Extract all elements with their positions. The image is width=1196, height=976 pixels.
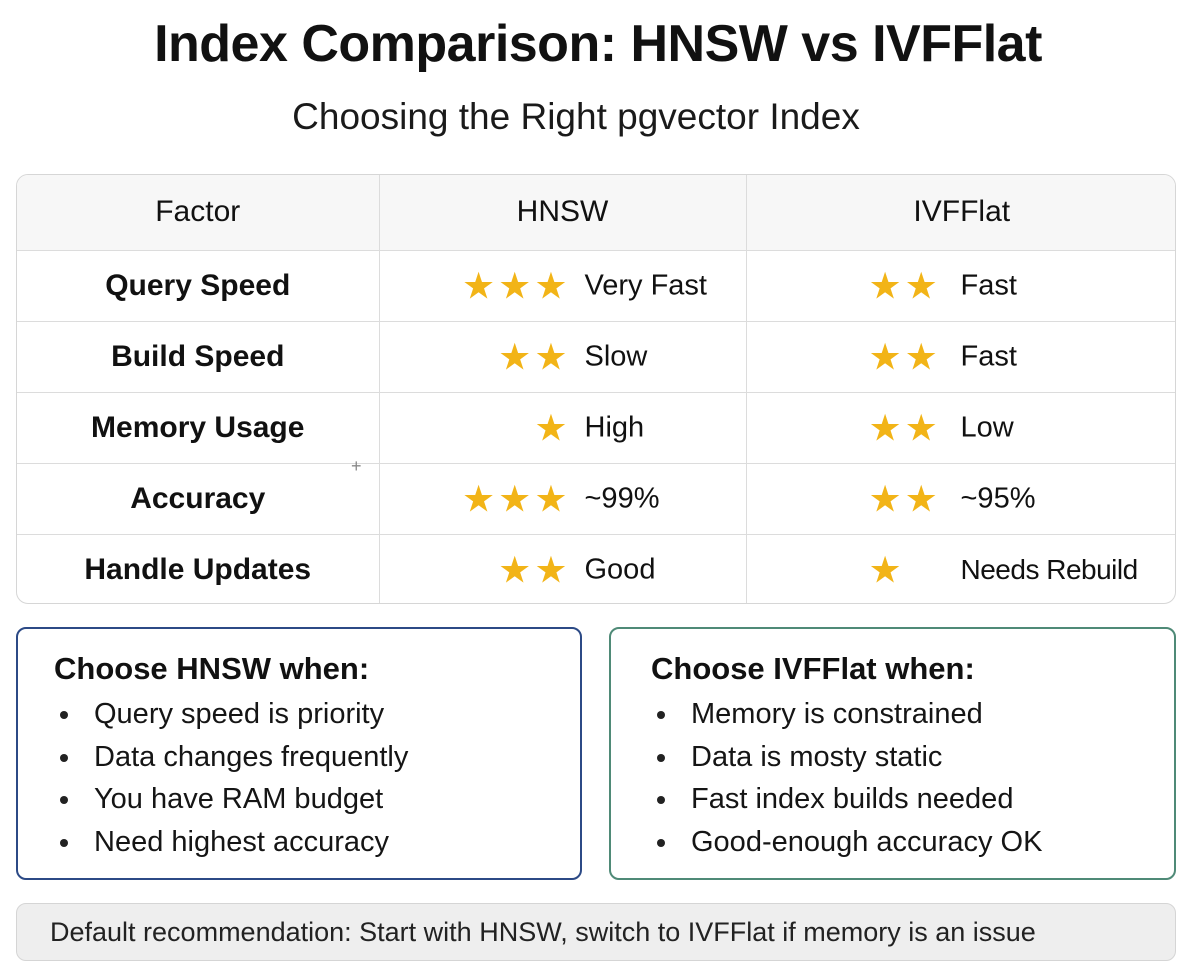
hnsw-card: Choose HNSW when: Query speed is priorit… bbox=[16, 627, 582, 880]
star-icon: ★ bbox=[534, 336, 568, 377]
table-row: Build Speed ★ ★ Slow ★ ★ Fast bbox=[17, 321, 1175, 393]
table-row: Handle Updates ★ ★ Good ★ Needs Rebuild bbox=[17, 534, 1175, 603]
factor-cell: Build Speed bbox=[17, 321, 380, 393]
star-icon: ★ bbox=[868, 407, 902, 448]
ivfflat-card: Choose IVFFlat when: Memory is constrain… bbox=[609, 627, 1176, 880]
hnsw-rating-cell: ★ ★ Slow bbox=[379, 321, 747, 393]
star-icon: ★ bbox=[904, 336, 938, 377]
star-rating: ★ ★ bbox=[869, 480, 938, 517]
star-rating: ★ ★ bbox=[498, 338, 567, 375]
list-item: Fast index builds needed bbox=[651, 778, 1174, 821]
star-icon: ★ bbox=[461, 478, 496, 519]
star-icon: ★ bbox=[534, 265, 568, 306]
factor-cell: Accuracy bbox=[17, 463, 380, 535]
star-rating: ★ ★ ★ bbox=[462, 267, 568, 304]
star-icon: ★ bbox=[498, 336, 532, 377]
plus-cursor-icon: + bbox=[351, 456, 362, 476]
star-rating: ★ bbox=[869, 551, 902, 588]
table-header-row: Factor HNSW IVFFlat bbox=[17, 175, 1175, 251]
star-rating: ★ ★ ★ bbox=[462, 480, 568, 517]
star-rating: ★ ★ bbox=[498, 551, 567, 588]
star-rating: ★ bbox=[534, 409, 567, 446]
comparison-table: Factor HNSW IVFFlat Query Speed ★ ★ ★ Very F… bbox=[16, 174, 1176, 604]
list-item: Data changes frequently bbox=[54, 736, 580, 779]
ivfflat-rating-cell: ★ ★ Low bbox=[746, 392, 1175, 464]
hnsw-rating-cell: ★ ★ ★ Very Fast bbox=[379, 250, 747, 322]
ivfflat-rating-cell: ★ ★ Fast bbox=[746, 321, 1175, 393]
list-item: Data is mosty static bbox=[651, 736, 1174, 779]
hnsw-card-heading: Choose HNSW when: bbox=[54, 651, 370, 686]
list-item: You have RAM budget bbox=[54, 778, 580, 821]
page-subtitle: Choosing the Right pgvector Index bbox=[292, 96, 860, 137]
star-rating: ★ ★ bbox=[869, 338, 938, 375]
star-icon: ★ bbox=[904, 478, 938, 519]
star-icon: ★ bbox=[868, 478, 902, 519]
hnsw-rating-label: Good bbox=[584, 553, 656, 586]
hnsw-rating-cell: ★ High bbox=[379, 392, 747, 464]
recommendation-banner: Default recommendation: Start with HNSW,… bbox=[16, 903, 1176, 961]
ivfflat-rating-cell: ★ ★ Fast bbox=[746, 250, 1175, 322]
ivfflat-rating-label: Fast bbox=[960, 340, 1017, 372]
factor-cell: Memory Usage bbox=[17, 392, 380, 464]
star-rating: ★ ★ bbox=[869, 409, 938, 446]
list-item: Query speed is priority bbox=[54, 693, 580, 736]
ivfflat-card-list: Memory is constrained Data is mosty stat… bbox=[651, 693, 1174, 863]
star-icon: ★ bbox=[868, 336, 902, 377]
star-icon: ★ bbox=[498, 549, 532, 591]
table-row: Accuracy ★ ★ ★ ~99% ★ ★ ~95% bbox=[17, 463, 1175, 535]
star-icon: ★ bbox=[904, 407, 938, 448]
star-icon: ★ bbox=[868, 549, 902, 591]
hnsw-rating-label: ~99% bbox=[584, 482, 660, 514]
star-icon: ★ bbox=[868, 265, 902, 306]
ivfflat-rating-label: Fast bbox=[960, 269, 1017, 301]
header-factor: Factor bbox=[17, 175, 380, 251]
hnsw-rating-label: Very Fast bbox=[584, 269, 708, 301]
header-hnsw: HNSW bbox=[379, 175, 747, 251]
hnsw-card-list: Query speed is priority Data changes fre… bbox=[54, 693, 580, 863]
header-ivfflat: IVFFlat bbox=[746, 175, 1175, 251]
hnsw-rating-label: High bbox=[584, 411, 645, 443]
table-row: Query Speed ★ ★ ★ Very Fast ★ ★ Fast bbox=[17, 250, 1175, 322]
hnsw-rating-cell: ★ ★ Good bbox=[379, 534, 747, 603]
hnsw-rating-cell: ★ ★ ★ ~99% bbox=[379, 463, 747, 535]
factor-cell: Handle Updates bbox=[17, 534, 380, 603]
ivfflat-rating-label: ~95% bbox=[960, 482, 1036, 514]
star-icon: ★ bbox=[534, 478, 568, 519]
ivfflat-rating-cell: ★ ★ ~95% bbox=[746, 463, 1175, 535]
list-item: Need highest accuracy bbox=[54, 821, 580, 864]
star-icon: ★ bbox=[534, 407, 568, 448]
ivfflat-rating-cell: ★ Needs Rebuild bbox=[746, 534, 1175, 603]
star-icon: ★ bbox=[534, 549, 568, 591]
star-rating: ★ ★ bbox=[869, 267, 938, 304]
list-item: Memory is constrained bbox=[651, 693, 1174, 736]
star-icon: ★ bbox=[498, 265, 532, 306]
hnsw-rating-label: Slow bbox=[584, 340, 648, 372]
table-row: Memory Usage ★ High ★ ★ Low bbox=[17, 392, 1175, 464]
ivfflat-rating-label: Needs Rebuild bbox=[960, 553, 1139, 585]
star-icon: ★ bbox=[904, 265, 938, 306]
star-icon: ★ bbox=[498, 478, 532, 519]
ivfflat-card-heading: Choose IVFFlat when: bbox=[651, 651, 975, 686]
ivfflat-rating-label: Low bbox=[960, 411, 1014, 443]
factor-cell: Query Speed bbox=[17, 250, 380, 322]
star-icon: ★ bbox=[461, 265, 496, 306]
list-item: Good-enough accuracy OK bbox=[651, 821, 1174, 864]
page-title: Index Comparison: HNSW vs IVFFlat bbox=[154, 15, 1042, 73]
